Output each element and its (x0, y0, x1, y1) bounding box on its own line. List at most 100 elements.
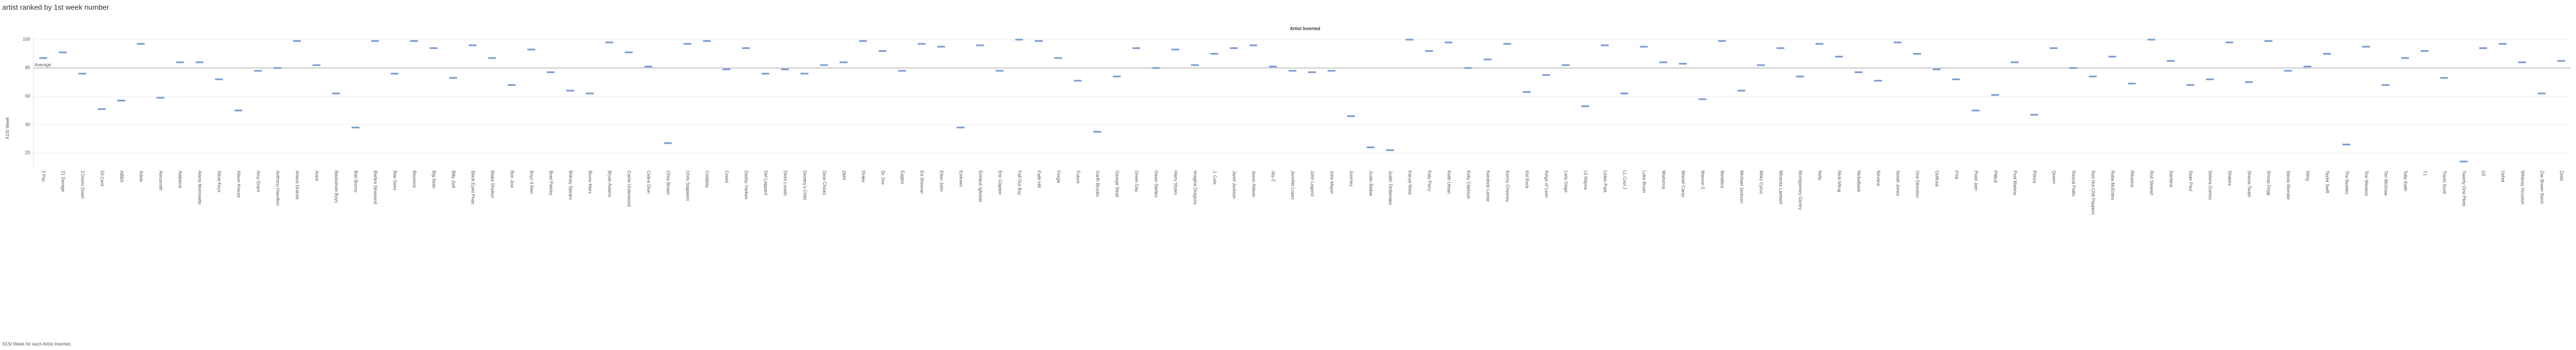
x-tick-label: Eagles (900, 171, 905, 184)
dash-mark (2010, 61, 2019, 64)
dash-mark (117, 99, 125, 101)
x-tick-label: Michael Jackson (1739, 171, 1744, 203)
dash-mark (293, 40, 301, 42)
dash-mark (547, 71, 555, 74)
x-tick-label: Carrie Underwood (626, 171, 631, 207)
dash-mark (1698, 98, 1707, 100)
x-tick-label: Miley Cyrus (1758, 171, 1763, 194)
dash-mark (1640, 46, 1648, 48)
dash-mark (722, 69, 731, 70)
dash-mark (898, 70, 906, 72)
x-tick-label: Big Sean (431, 171, 436, 188)
x-tick-label: Alabama (177, 171, 182, 188)
x-tick-label: Zac Brown Band (2539, 171, 2544, 203)
dash-mark (2303, 65, 2312, 67)
dash-mark (1327, 70, 1336, 72)
x-tick-label: P!nk (1954, 171, 1959, 180)
dash-mark (2440, 77, 2448, 79)
dash-mark (605, 41, 613, 43)
x-tick-label: Creed (724, 171, 729, 183)
x-tick-label: Pearl Jam (1973, 171, 1978, 191)
dash-mark (2420, 50, 2429, 52)
dash-mark (371, 40, 379, 42)
dash-mark (1308, 71, 1316, 74)
x-tick-label: Aerosmith (158, 171, 163, 191)
x-tick-label: Usher (2500, 171, 2505, 183)
dash-mark (156, 96, 165, 99)
dash-mark (859, 40, 867, 42)
x-tick-label: Garth Brooks (1095, 171, 1100, 197)
x-tick-label: Tim McGraw (2383, 171, 2388, 196)
x-tick-label: 3 Doors Down (80, 171, 85, 199)
x-tick-label: Metallica (1719, 171, 1724, 188)
dash-mark (937, 46, 945, 48)
dash-mark (2284, 70, 2292, 72)
dash-mark (1269, 65, 1277, 67)
dash-mark (2538, 93, 2546, 95)
dash-mark (1893, 41, 1902, 43)
x-tick-label: Nicki Minaj (1836, 171, 1842, 192)
dash-mark (625, 51, 633, 54)
x-tick-label: The Beatles (2344, 171, 2349, 195)
x-tick-label: Bad Bunny (353, 171, 358, 192)
dash-mark (1444, 41, 1453, 43)
dash-mark (917, 43, 926, 45)
dash-mark (703, 40, 711, 42)
dash-mark (644, 65, 653, 67)
dash-mark (1464, 67, 1472, 69)
dash-mark (995, 70, 1004, 72)
x-tick-label: Kenny Chesney (1505, 171, 1510, 202)
dash-mark (1191, 64, 1199, 66)
x-tick-label: Kelly Clarkson (1466, 171, 1471, 199)
x-tick-label: Nickelback (1856, 171, 1861, 193)
x-tick-label: U2 (2481, 171, 2486, 177)
column-header: Artist Inverted (1290, 26, 1320, 31)
x-tick-label: Snoop Dogg (2266, 171, 2271, 195)
dash-mark (137, 43, 145, 45)
dash-mark (2557, 60, 2565, 62)
x-tick-label: Linkin Park (1602, 171, 1607, 193)
x-tick-label: Elton John (939, 171, 944, 192)
x-tick-label: Reba McEntire (2110, 171, 2115, 200)
x-tick-label: Alicia Keys (216, 171, 221, 192)
dash-mark (2225, 41, 2234, 43)
x-tick-label: Janet Jackson (1231, 171, 1236, 199)
dash-mark (78, 72, 86, 75)
x-tick-label: Adele (138, 171, 143, 182)
x-tick-label: Bruno Mars (587, 171, 592, 193)
x-tick-label: Avicii (314, 171, 319, 181)
x-tick-label: Whitney Houston (2520, 171, 2525, 205)
y-tick-label: 100 (23, 37, 31, 42)
x-tick-label: Ed Sheeran (919, 171, 924, 194)
x-tick-label: Mariah Carey (1680, 171, 1685, 197)
dash-mark (1991, 94, 1999, 96)
dash-mark (2206, 78, 2214, 80)
dash-mark (2498, 43, 2507, 45)
dash-mark (1659, 61, 1668, 64)
dash-mark (1932, 69, 1941, 70)
dash-mark (1776, 47, 1785, 49)
x-tick-label: Sean Paul (2188, 171, 2193, 191)
dash-mark (98, 108, 106, 110)
x-tick-label: Stevie Wonder (2285, 171, 2290, 200)
x-tick-label: LL Cool J (1622, 171, 1627, 189)
x-tick-label: Rihanna (2129, 171, 2134, 187)
x-tick-label: Kings of Leon (1544, 171, 1549, 198)
dash-mark (1796, 75, 1804, 77)
dash-mark (429, 47, 438, 49)
x-tick-label: Jay-Z (1270, 171, 1275, 182)
x-tick-label: John Mayer (1329, 171, 1334, 194)
dash-mark (488, 57, 496, 59)
x-tick-label: T.I. (2422, 171, 2427, 177)
dash-mark (1679, 62, 1687, 65)
x-tick-label: Coldplay (704, 171, 709, 188)
dash-mark (664, 142, 672, 144)
x-tick-label: Backstreet Boys (334, 171, 339, 203)
dash-mark (254, 70, 262, 72)
x-tick-label: Chris Brown (665, 171, 670, 195)
dash-mark (508, 84, 516, 86)
dash-mark (410, 40, 418, 42)
x-tick-label: The Weeknd (2364, 171, 2369, 196)
dash-mark (2167, 60, 2175, 62)
